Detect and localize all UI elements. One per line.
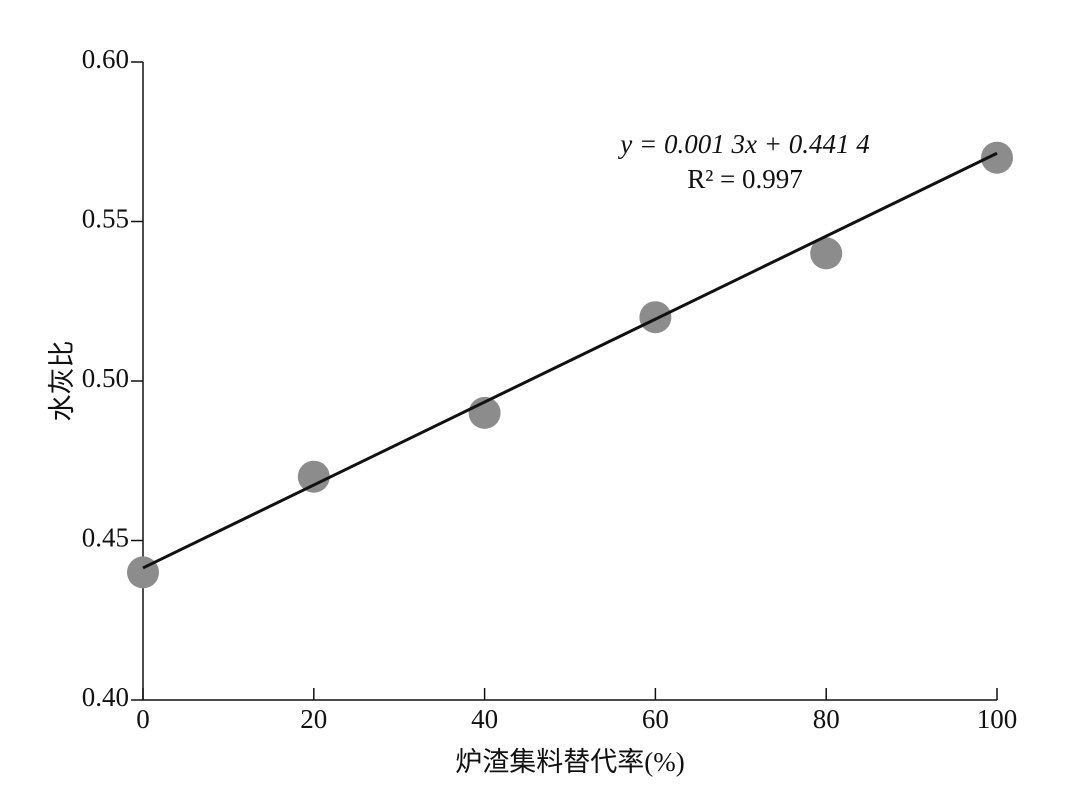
x-tick-label: 40	[471, 704, 498, 734]
x-axis-label: 炉渣集料替代率(%)	[455, 747, 684, 777]
x-tick-label: 80	[813, 704, 840, 734]
y-tick-label: 0.60	[82, 44, 129, 74]
y-tick-label: 0.45	[82, 523, 129, 553]
x-tick-label: 100	[977, 704, 1018, 734]
point	[639, 301, 672, 334]
point	[810, 237, 843, 270]
y-axis-label: 水灰比	[47, 341, 77, 422]
x-tick-label: 60	[642, 704, 669, 734]
trend-line	[142, 151, 998, 570]
x-tick-label: 20	[300, 704, 327, 734]
y-tick-label: 0.55	[82, 204, 129, 234]
point	[297, 460, 330, 493]
equation: y = 0.001 3x + 0.441 4	[617, 129, 869, 159]
r-squared: R² = 0.997	[687, 164, 803, 194]
y-tick-label: 0.40	[82, 682, 129, 712]
y-tick-label: 0.50	[82, 363, 129, 393]
x-tick-label: 0	[136, 704, 150, 734]
point	[981, 141, 1013, 174]
